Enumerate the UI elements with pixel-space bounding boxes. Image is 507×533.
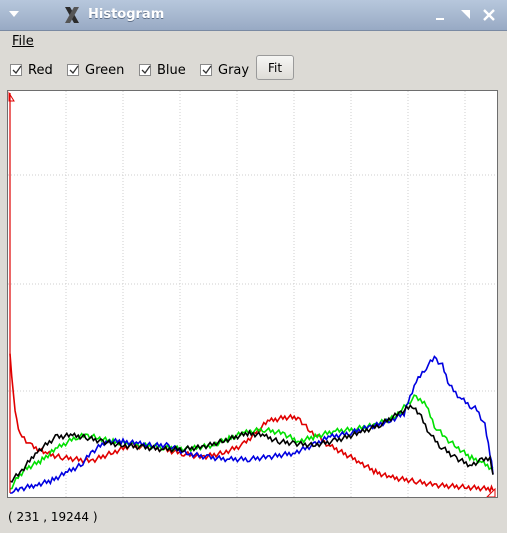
histogram-plot[interactable] (7, 90, 498, 498)
series-line-gray (10, 405, 493, 482)
series-line-blue (10, 357, 493, 494)
checkmark-icon (141, 65, 151, 75)
close-icon[interactable] (482, 8, 496, 22)
checkmark-icon (12, 65, 22, 75)
toolbar: Red Green Blue Gray (0, 54, 507, 86)
checkbox-gray[interactable]: Gray (200, 62, 249, 78)
checkbox-blue[interactable]: Blue (139, 62, 186, 78)
histogram-canvas[interactable] (8, 91, 497, 497)
window-menu-icon[interactable] (8, 9, 20, 19)
minimize-icon[interactable] (434, 8, 448, 22)
checkbox-gray-label: Gray (218, 63, 249, 78)
menu-file[interactable]: File (12, 34, 34, 49)
checkbox-red[interactable]: Red (10, 62, 53, 78)
status-coordinates: ( 231 , 19244 ) (8, 510, 98, 524)
app-x-icon (62, 5, 82, 25)
checkbox-green[interactable]: Green (67, 62, 124, 78)
title-bar: Histogram (0, 0, 507, 31)
checkbox-red-box[interactable] (10, 64, 22, 76)
series-line-green (10, 395, 493, 489)
checkbox-red-label: Red (28, 63, 53, 78)
maximize-icon[interactable] (458, 8, 472, 22)
checkbox-blue-box[interactable] (139, 64, 151, 76)
checkbox-blue-label: Blue (157, 63, 186, 78)
checkmark-icon (69, 65, 79, 75)
checkmark-icon (202, 65, 212, 75)
menu-file-label: File (12, 34, 34, 49)
menu-bar: File (0, 31, 507, 53)
fit-button[interactable]: Fit (256, 55, 294, 80)
checkbox-green-box[interactable] (67, 64, 79, 76)
checkbox-gray-box[interactable] (200, 64, 212, 76)
window-title: Histogram (88, 7, 164, 22)
checkbox-green-label: Green (85, 63, 124, 78)
